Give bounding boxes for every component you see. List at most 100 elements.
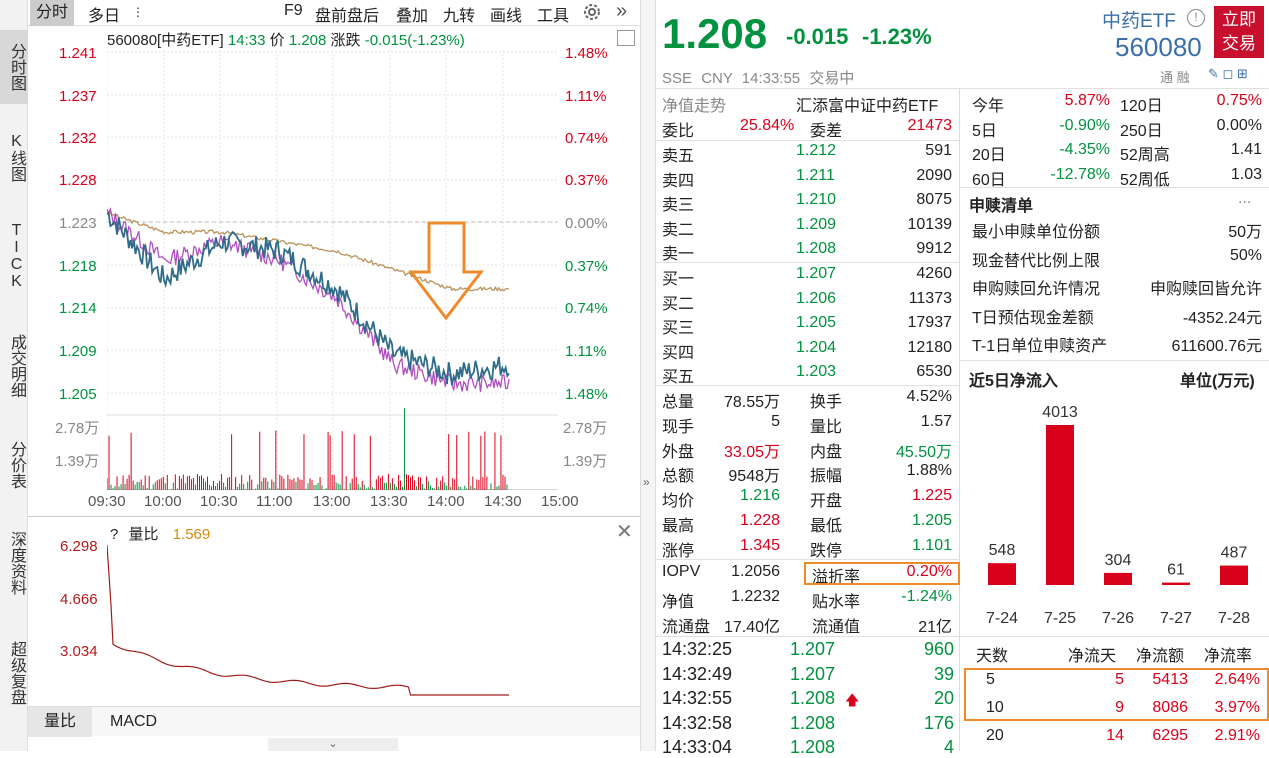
time-tick-label: 14:00 xyxy=(427,493,465,510)
tab-nine-turn[interactable]: 九转 xyxy=(443,8,476,25)
stat-value: 0.00% xyxy=(1216,116,1262,134)
inflow-bar-value: 548 xyxy=(989,542,1016,559)
panel-splitter[interactable]: » xyxy=(640,0,656,751)
inflow-bar xyxy=(1162,582,1190,585)
up-arrow-icon: 🡅 xyxy=(845,692,860,708)
inflow-bar-value: 61 xyxy=(1167,562,1185,579)
tab-timeshare[interactable]: 分时 xyxy=(30,0,75,26)
stat-value: 0.20% xyxy=(906,563,952,580)
tab-f9[interactable]: F9 xyxy=(284,2,303,19)
stat-value: -4.35% xyxy=(1059,141,1110,159)
book-volume: 9912 xyxy=(916,240,952,257)
left-view-tabs: 分时图 K线图 TICK 成交明细 分价表 深度资料 超级复盘 xyxy=(0,0,28,751)
stat-label: 外盘 xyxy=(662,443,695,461)
subscription-more-icon[interactable]: ... xyxy=(1238,190,1252,207)
book-price: 1.203 xyxy=(796,363,837,380)
pct-tick-label: 0.74% xyxy=(565,300,608,317)
ratio-axis-mid: 4.666 xyxy=(60,591,98,608)
tab-draw-line[interactable]: 画线 xyxy=(490,8,523,25)
info-price: 1.208 xyxy=(288,32,327,49)
edit-icon[interactable]: ✎ xyxy=(1208,66,1219,81)
tick-volume: 4 xyxy=(943,737,954,757)
subscription-label: T日预估现金差额 xyxy=(972,309,1094,327)
average-price-line xyxy=(107,211,510,292)
stat-label: IOPV xyxy=(662,563,701,580)
price-change: -0.015 xyxy=(786,24,849,49)
tick-price: 1.207 xyxy=(790,663,836,684)
vtab-tick[interactable]: TICK xyxy=(8,222,25,290)
book-label: 买一 xyxy=(662,271,695,288)
pct-tick-label: 0.37% xyxy=(565,172,608,189)
tab-pre-post-market[interactable]: 盘前盘后 xyxy=(315,8,380,25)
book-label: 买五 xyxy=(662,369,695,386)
vtab-depth-data[interactable]: 深度资料 xyxy=(8,531,25,595)
stat-label: 今年 xyxy=(972,98,1005,115)
stat-label: 60日 xyxy=(972,172,1006,190)
book-price: 1.211 xyxy=(796,166,835,184)
stat-value: 1.88% xyxy=(906,462,952,480)
info-icon[interactable]: ! xyxy=(1187,9,1205,27)
stat-label: 均价 xyxy=(662,493,695,511)
book-label: 买四 xyxy=(662,344,695,362)
tab-volume-ratio[interactable]: 量比 xyxy=(28,707,92,737)
tick-price: 1.207 xyxy=(790,639,836,659)
bell-icon[interactable]: ◻ xyxy=(1222,66,1234,81)
book-volume: 11373 xyxy=(908,289,952,307)
fund-name: 中药ETF xyxy=(1102,11,1176,32)
vol-axis-left-mid: 1.39万 xyxy=(55,453,100,470)
tab-overlay[interactable]: 叠加 xyxy=(396,8,429,25)
collapse-chevron-icon[interactable]: ⌄ xyxy=(268,738,398,751)
stat-value: 1.2056 xyxy=(731,563,780,580)
vtab-kline[interactable]: K线图 xyxy=(8,132,25,182)
inflow-bar xyxy=(1220,565,1248,585)
stat-value: 1.03 xyxy=(1230,166,1262,184)
nav-trend-link[interactable]: 净值走势 xyxy=(662,98,727,115)
tab-macd[interactable]: MACD xyxy=(110,713,158,730)
tick-time: 14:33:04 xyxy=(662,737,733,757)
stat-value: 1.345 xyxy=(739,536,780,554)
inflow-days: 5 xyxy=(986,671,995,688)
tab-multi-day[interactable]: 多日 xyxy=(88,8,121,25)
pct-tick-label: 1.48% xyxy=(565,386,608,403)
tab-tools[interactable]: 工具 xyxy=(537,8,570,25)
timeshare-chart[interactable] xyxy=(107,50,558,490)
double-chevron-right-icon[interactable]: » xyxy=(616,0,628,22)
stat-value: 78.55万 xyxy=(723,394,780,411)
tick-time: 14:32:58 xyxy=(662,712,733,733)
vtab-trade-detail[interactable]: 成交明细 xyxy=(8,334,25,398)
stat-label: 总量 xyxy=(662,394,695,411)
stat-label: 内盘 xyxy=(810,443,843,461)
stat-value: 21亿 xyxy=(918,619,952,636)
close-icon[interactable]: ✕ xyxy=(616,521,633,543)
timestamp: 14:33:55 xyxy=(741,70,801,87)
inflow-rate: 2.64% xyxy=(1214,671,1260,688)
inflow-flow-days: 9 xyxy=(1115,699,1124,716)
splitter-chevron-icon[interactable]: » xyxy=(643,475,650,489)
stat-value: 1.101 xyxy=(911,536,952,554)
panel-toggle-icon[interactable] xyxy=(617,30,635,46)
subscription-label: 申购赎回允许情况 xyxy=(972,281,1101,298)
subscription-label: T-1日单位申赎资产 xyxy=(972,338,1108,355)
book-label: 卖五 xyxy=(662,148,695,165)
stat-label: 净值 xyxy=(662,594,695,611)
help-icon[interactable]: ? xyxy=(110,526,119,543)
book-price: 1.208 xyxy=(796,240,837,257)
chart-info-line: 560080[中药ETF] 14:33 价 1.208 涨跌 -0.015(-1… xyxy=(107,29,465,50)
stat-label: 52周高 xyxy=(1120,147,1170,165)
price-tick-label: 1.228 xyxy=(59,172,97,189)
vtab-timeshare[interactable]: 分时图 xyxy=(0,30,28,104)
trade-now-button[interactable]: 立即交易 xyxy=(1214,6,1264,58)
book-price: 1.205 xyxy=(796,314,837,331)
stat-value: -0.90% xyxy=(1059,116,1110,134)
inflow-col-header: 净流率 xyxy=(1204,648,1253,665)
stat-value: 1.225 xyxy=(911,487,952,505)
add-icon[interactable]: ⊞ xyxy=(1236,66,1248,81)
stat-value: 1.41 xyxy=(1230,141,1262,159)
inflow-bar-date: 7-26 xyxy=(1102,610,1134,627)
vtab-price-table[interactable]: 分价表 xyxy=(8,441,25,489)
settings-gear-icon[interactable] xyxy=(580,0,604,29)
pct-tick-label: 0.00% xyxy=(565,215,608,232)
vtab-super-review[interactable]: 超级复盘 xyxy=(8,641,25,705)
price-tick-label: 1.241 xyxy=(59,45,97,62)
vol-axis-left-top: 2.78万 xyxy=(55,420,100,437)
